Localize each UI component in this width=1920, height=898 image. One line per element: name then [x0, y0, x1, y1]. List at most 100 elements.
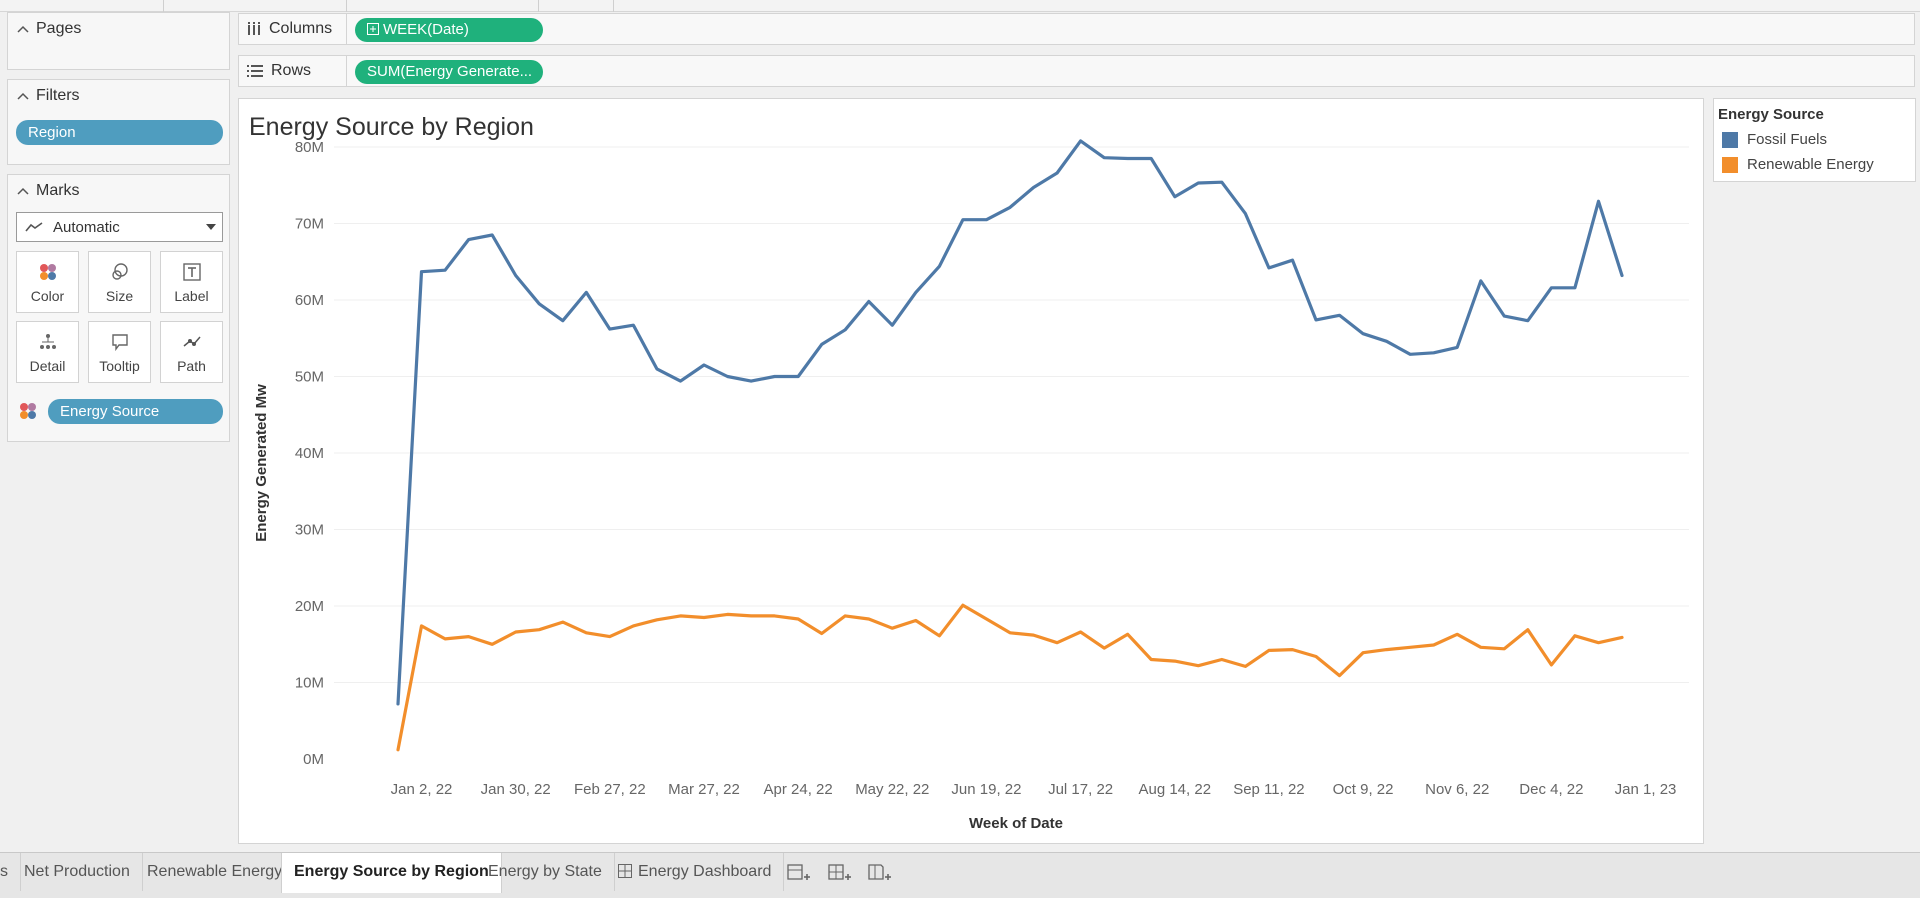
mark-type-value: Automatic — [53, 218, 120, 236]
chevron-up-icon — [17, 92, 29, 100]
x-tick-label: Jul 17, 22 — [1048, 781, 1113, 798]
rows-icon — [247, 65, 263, 77]
x-tick-label: Apr 24, 22 — [764, 781, 833, 798]
chart-title: Energy Source by Region — [249, 113, 534, 141]
legend-swatch — [1722, 131, 1738, 148]
marks-card: Marks Automatic Color Size Label Detail — [7, 174, 230, 442]
tab-energy-source-by-region[interactable]: Energy Source by Region — [281, 853, 502, 893]
x-axis-title: Week of Date — [969, 815, 1063, 832]
tab-renewable-energy[interactable]: Renewable Energy — [135, 853, 296, 891]
label-button[interactable]: Label — [160, 251, 223, 313]
marks-header[interactable]: Marks — [16, 182, 80, 200]
tooltip-icon — [111, 334, 128, 352]
top-divider — [163, 0, 164, 12]
rows-label: Rows — [271, 62, 312, 79]
line-mark-icon — [25, 222, 43, 232]
tab-partial[interactable]: s — [0, 853, 21, 891]
filters-header[interactable]: Filters — [16, 87, 80, 105]
x-tick-label: Jan 30, 22 — [481, 781, 551, 798]
size-button[interactable]: Size — [88, 251, 151, 313]
path-button[interactable]: Path — [160, 321, 223, 383]
size-icon — [111, 263, 128, 280]
x-tick-label: Dec 4, 22 — [1519, 781, 1583, 798]
line-chart: 0M 10M 20M 30M 40M 50M 60M 70M 80M Jan 2, 22 Jan 3… — [253, 139, 1689, 832]
shelf-divider — [346, 14, 347, 44]
detail-button[interactable]: Detail — [16, 321, 79, 383]
y-tick-label: 80M — [295, 139, 324, 156]
y-tick-label: 0M — [303, 751, 324, 768]
x-tick-label: Jun 19, 22 — [951, 781, 1021, 798]
pages-title: Pages — [36, 20, 82, 37]
legend-item-renewable-energy[interactable]: Renewable Energy — [1722, 156, 1874, 173]
filters-card: Filters Region — [7, 79, 230, 165]
color-label: Color — [30, 288, 65, 304]
x-tick-label: May 22, 22 — [855, 781, 929, 798]
new-worksheet-icon[interactable] — [784, 862, 812, 884]
x-tick-label: Aug 14, 22 — [1138, 781, 1211, 798]
expand-icon — [367, 23, 379, 35]
x-tick-label: Sep 11, 22 — [1233, 781, 1304, 798]
sum-energy-pill[interactable]: SUM(Energy Generate... — [355, 60, 543, 84]
columns-icon — [248, 22, 260, 35]
pages-header[interactable]: Pages — [16, 20, 81, 38]
columns-label: Columns — [269, 20, 333, 37]
chevron-up-icon — [17, 25, 29, 33]
sum-energy-pill-label: SUM(Energy Generate... — [367, 63, 533, 80]
dashboard-icon — [618, 864, 632, 878]
columns-shelf-label: Columns — [247, 20, 332, 38]
tab-net-production[interactable]: Net Production — [12, 853, 143, 891]
tooltip-button[interactable]: Tooltip — [88, 321, 151, 383]
week-date-pill-label: WEEK(Date) — [383, 21, 469, 38]
path-icon — [183, 336, 201, 347]
tab-energy-dashboard[interactable]: Energy Dashboard — [606, 853, 785, 891]
series-line-fossil-fuels — [396, 139, 1624, 706]
y-tick-label: 10M — [295, 675, 324, 692]
columns-shelf: Columns WEEK(Date) — [238, 13, 1915, 45]
x-tick-label: Feb 27, 22 — [574, 781, 646, 798]
detail-icon — [39, 334, 56, 349]
new-story-icon[interactable] — [865, 862, 893, 884]
legend-item-fossil-fuels[interactable]: Fossil Fuels — [1722, 131, 1827, 148]
legend-swatch — [1722, 156, 1738, 173]
chevron-down-icon — [206, 224, 216, 230]
y-tick-label: 60M — [295, 292, 324, 309]
x-tick-label: Jan 2, 22 — [391, 781, 453, 798]
mark-type-dropdown[interactable]: Automatic — [16, 212, 223, 242]
detail-label: Detail — [29, 358, 66, 374]
y-tick-label: 40M — [295, 445, 324, 462]
x-tick-label: Jan 1, 23 — [1615, 781, 1677, 798]
y-axis-title: Energy Generated Mw — [253, 384, 270, 542]
filter-pill-region[interactable]: Region — [16, 120, 223, 145]
legend-title: Energy Source — [1718, 106, 1824, 123]
y-tick-label: 30M — [295, 522, 324, 539]
tab-energy-dashboard-label: Energy Dashboard — [638, 863, 772, 880]
sheet-tab-bar: s Net Production Renewable Energy Energy… — [0, 852, 1920, 898]
series-line-renewable-energy — [396, 603, 1624, 752]
marks-title: Marks — [36, 182, 80, 199]
size-label: Size — [105, 288, 134, 304]
tooltip-label: Tooltip — [99, 358, 140, 374]
color-button[interactable]: Color — [16, 251, 79, 313]
color-legend: Energy Source Fossil Fuels Renewable Ene… — [1713, 98, 1916, 182]
week-date-pill[interactable]: WEEK(Date) — [355, 18, 543, 42]
chevron-up-icon — [17, 187, 29, 195]
x-tick-label: Nov 6, 22 — [1425, 781, 1489, 798]
y-tick-label: 20M — [295, 598, 324, 615]
tab-energy-by-state[interactable]: Energy by State — [476, 853, 615, 891]
new-dashboard-icon[interactable] — [825, 862, 853, 884]
label-label: Label — [174, 288, 209, 304]
rows-shelf-label: Rows — [247, 62, 311, 80]
x-tick-label: Oct 9, 22 — [1333, 781, 1394, 798]
rows-shelf: Rows SUM(Energy Generate... — [238, 55, 1915, 87]
energy-source-pill[interactable]: Energy Source — [48, 399, 223, 424]
x-tick-label: Mar 27, 22 — [668, 781, 740, 798]
legend-label: Fossil Fuels — [1747, 131, 1828, 148]
top-divider — [346, 0, 347, 12]
path-label: Path — [177, 358, 206, 374]
pages-card: Pages — [7, 12, 230, 70]
color-encoding-icon — [20, 403, 36, 419]
y-tick-label: 70M — [295, 216, 324, 233]
legend-label: Renewable Energy — [1747, 156, 1874, 173]
label-icon — [182, 263, 201, 281]
filters-title: Filters — [36, 87, 80, 104]
